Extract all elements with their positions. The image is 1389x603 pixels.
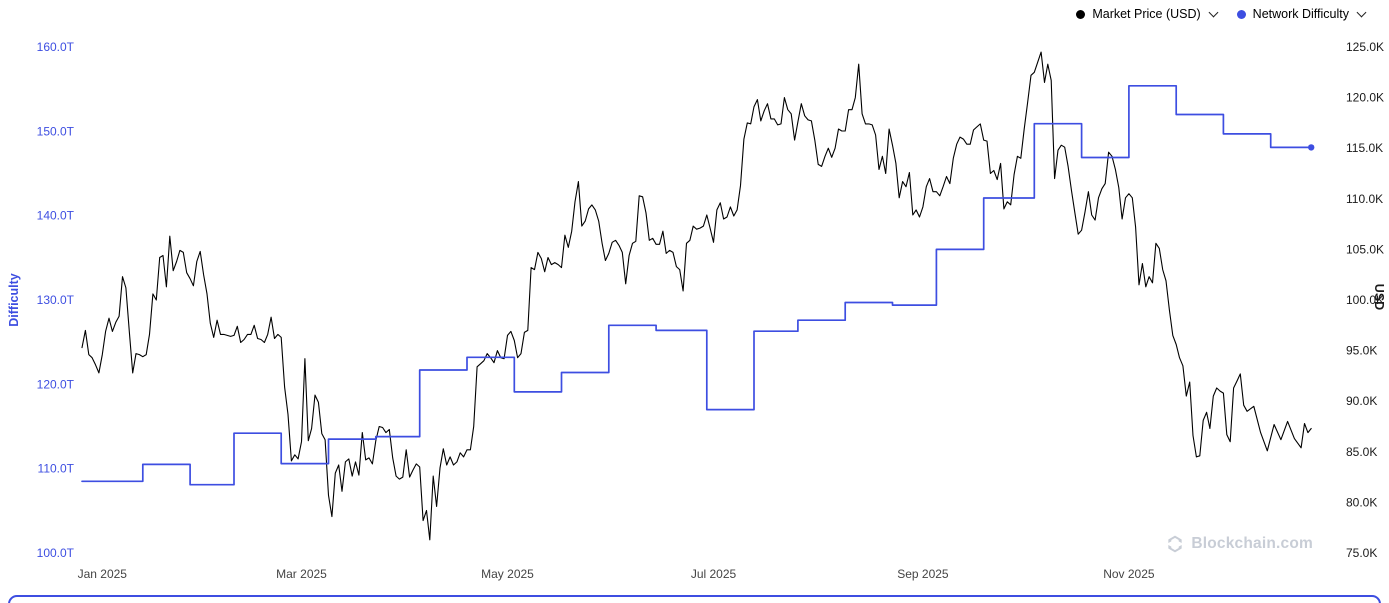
left-axis-tick-label: 120.0T	[37, 377, 75, 391]
legend-label-market-price: Market Price (USD)	[1092, 7, 1201, 21]
right-axis-tick-label: 115.0K	[1346, 141, 1383, 155]
watermark-text: Blockchain.com	[1191, 535, 1313, 552]
right-axis-tick-label: 85.0K	[1346, 445, 1377, 459]
series-end-dot	[1308, 144, 1315, 151]
right-axis-tick-label: 125.0K	[1346, 40, 1384, 54]
right-axis-tick-label: 105.0K	[1346, 242, 1384, 256]
right-axis-tick-label: 100.0K	[1346, 293, 1384, 307]
x-axis-tick-label: Jan 2025	[78, 567, 128, 581]
series-line-network-difficulty	[81, 84, 1313, 486]
range-scrollbar[interactable]	[8, 595, 1381, 603]
right-axis-tick-label: 75.0K	[1346, 546, 1377, 560]
right-axis-tick-label: 80.0K	[1346, 495, 1377, 509]
network-difficulty-series-dot-icon	[1236, 9, 1246, 19]
left-axis-title: Difficulty	[7, 273, 21, 327]
legend-item-network-difficulty[interactable]: Network Difficulty	[1236, 7, 1367, 21]
left-axis-tick-label: 150.0T	[37, 124, 75, 138]
market-price-series-dot-icon	[1076, 9, 1086, 19]
left-axis-tick-label: 160.0T	[37, 40, 75, 54]
legend-item-market-price[interactable]: Market Price (USD)	[1076, 7, 1219, 21]
right-axis-tick-label: 120.0K	[1346, 91, 1384, 105]
left-axis-tick-label: 100.0T	[37, 546, 75, 560]
chart-legend: Market Price (USD) Network Difficulty	[1076, 7, 1367, 21]
right-axis-tick-label: 95.0K	[1346, 344, 1377, 358]
right-axis-tick-label: 90.0K	[1346, 394, 1377, 408]
x-axis-tick-label: Sep 2025	[897, 567, 949, 581]
right-axis-tick-label: 110.0K	[1346, 192, 1383, 206]
x-axis-tick-label: Nov 2025	[1103, 567, 1155, 581]
right-axis-title: USD	[1372, 283, 1386, 311]
blockchain-logo-icon	[1168, 535, 1182, 553]
x-axis-tick-label: Jul 2025	[691, 567, 737, 581]
x-axis-tick-label: Mar 2025	[276, 567, 327, 581]
series-line-market-price	[81, 51, 1312, 541]
x-axis-tick-label: May 2025	[481, 567, 534, 581]
left-axis-tick-label: 110.0T	[38, 462, 75, 476]
left-axis-tick-label: 140.0T	[37, 209, 75, 223]
watermark: Blockchain.com	[1165, 534, 1313, 554]
left-axis-tick-label: 130.0T	[37, 293, 75, 307]
legend-label-network-difficulty: Network Difficulty	[1252, 7, 1349, 21]
